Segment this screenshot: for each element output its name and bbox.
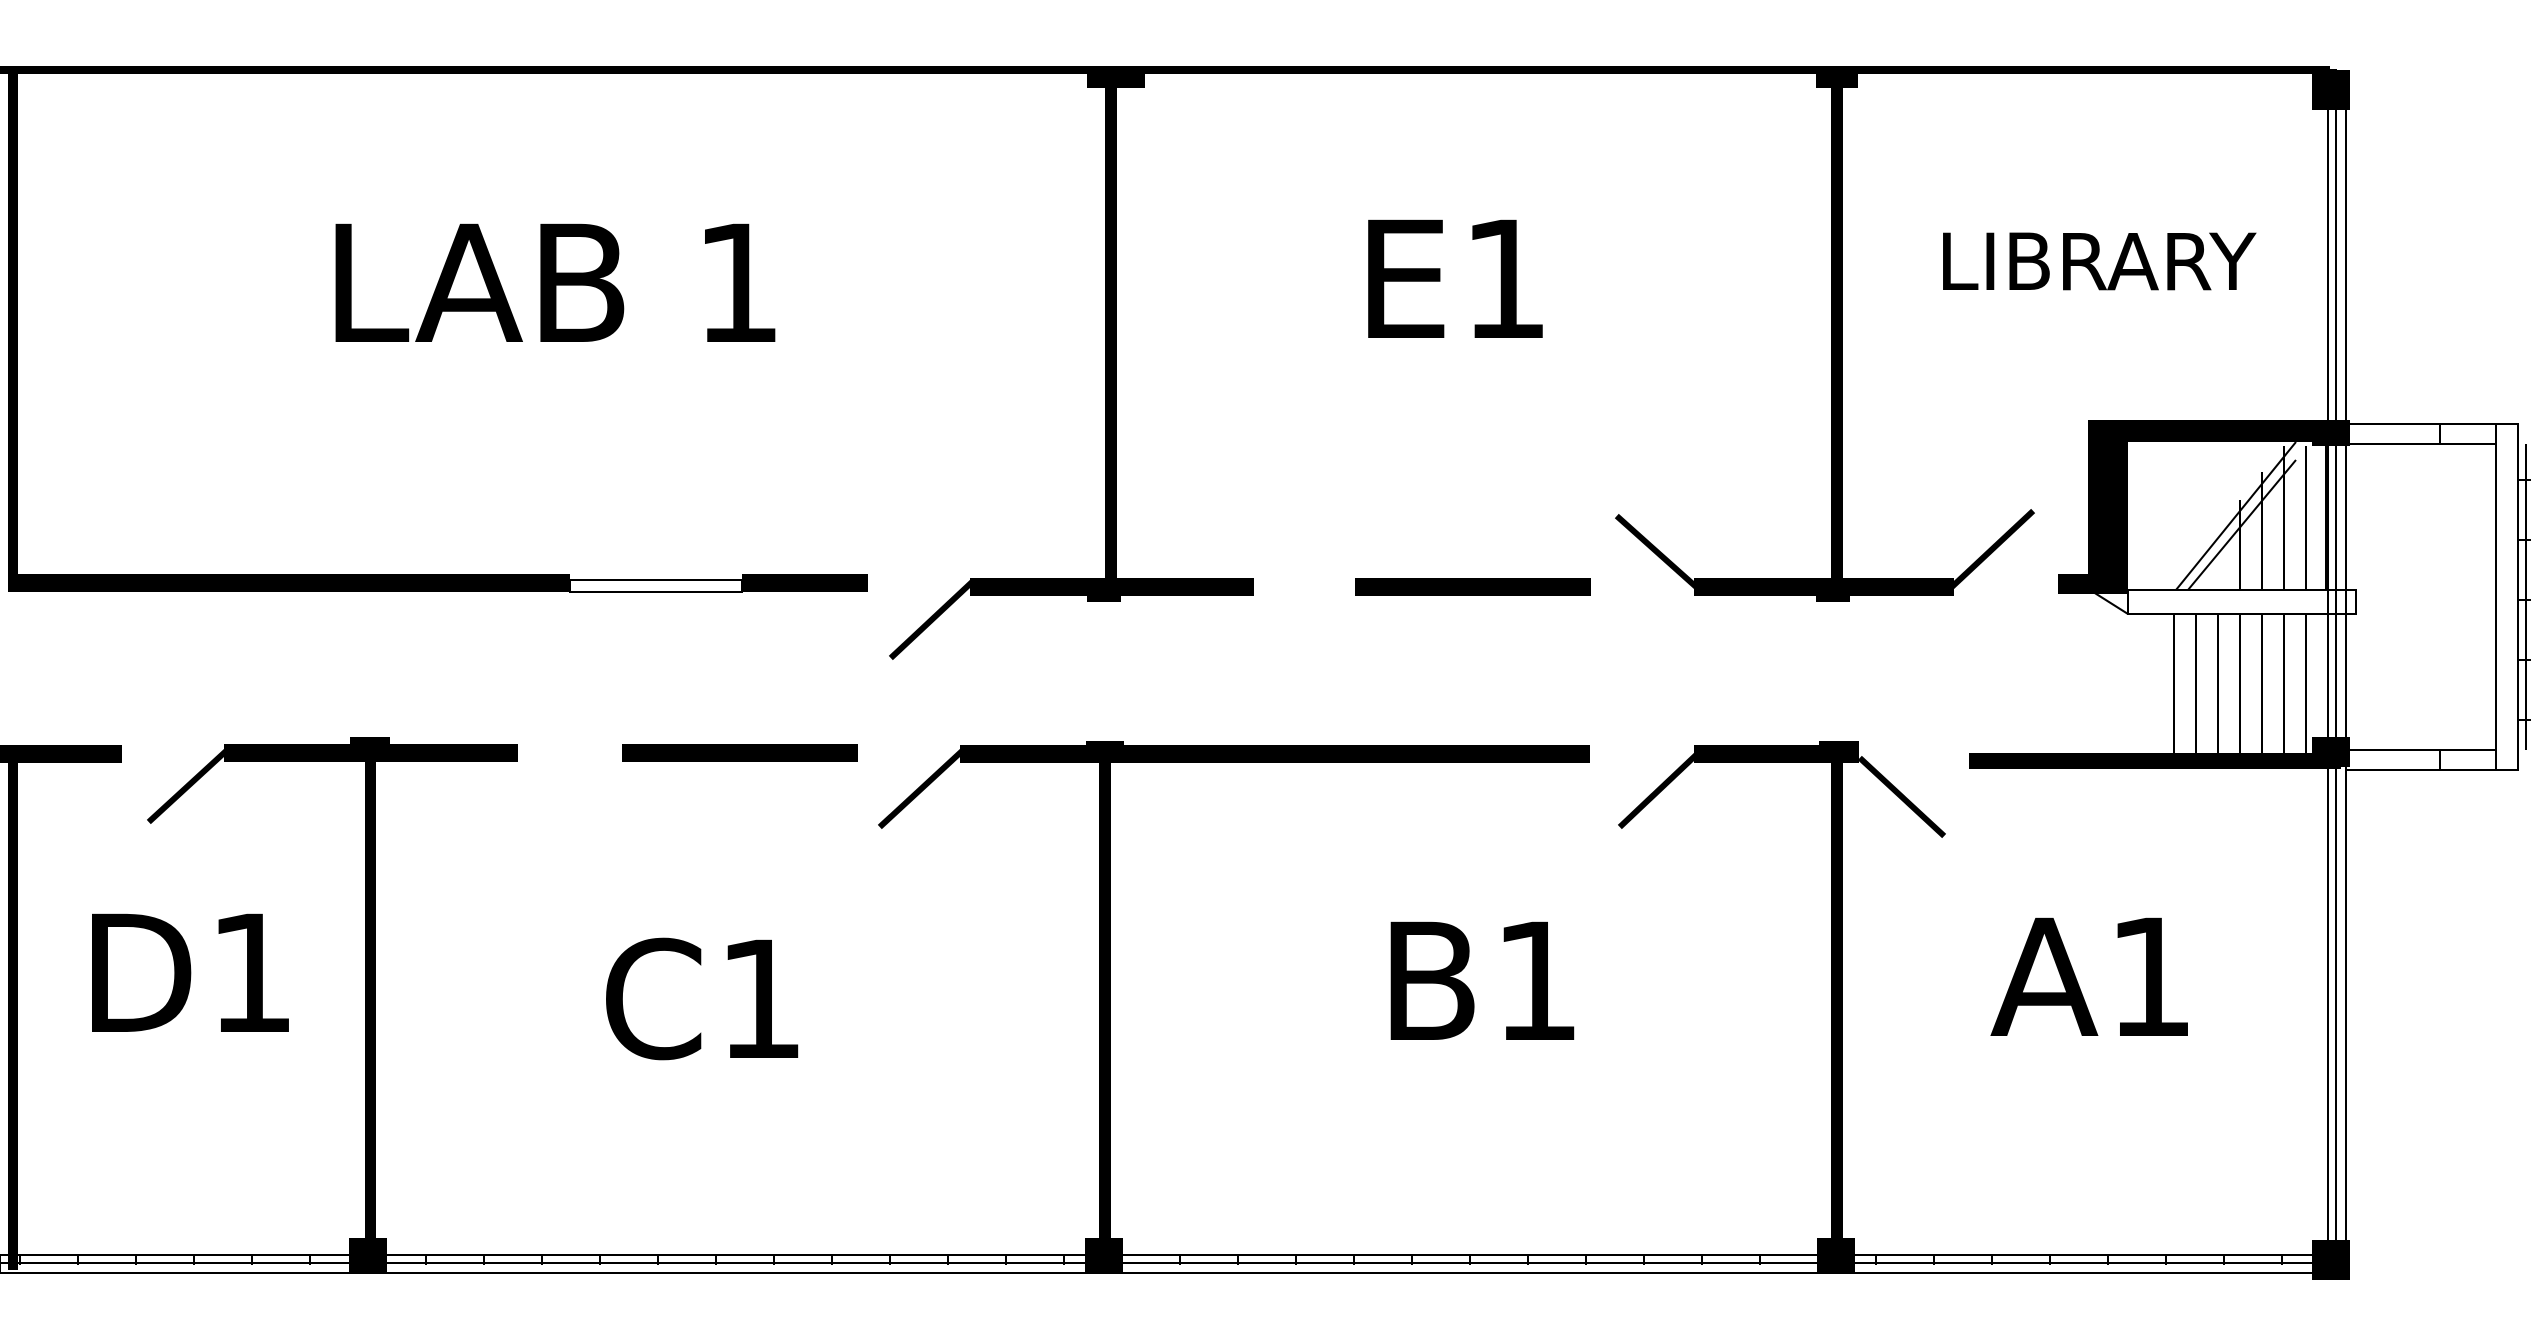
room-labels: LAB 1 E1 LIBRARY D1 C1 B1 A1: [76, 189, 2257, 1097]
door-swings: [146, 508, 2036, 839]
room-label-a1: A1: [1989, 887, 2203, 1075]
room-label-e1: E1: [1352, 189, 1557, 377]
room-label-d1: D1: [76, 883, 304, 1071]
room-label-lab-1: LAB 1: [320, 193, 791, 381]
room-label-library: LIBRARY: [1935, 219, 2257, 309]
outer-walls: [0, 66, 2347, 1274]
staircase: [2089, 423, 2531, 771]
room-label-b1: B1: [1375, 891, 1589, 1079]
upper-interior-walls: [8, 74, 2348, 596]
room-label-c1: C1: [597, 909, 813, 1097]
lower-interior-walls: [0, 744, 2341, 1256]
